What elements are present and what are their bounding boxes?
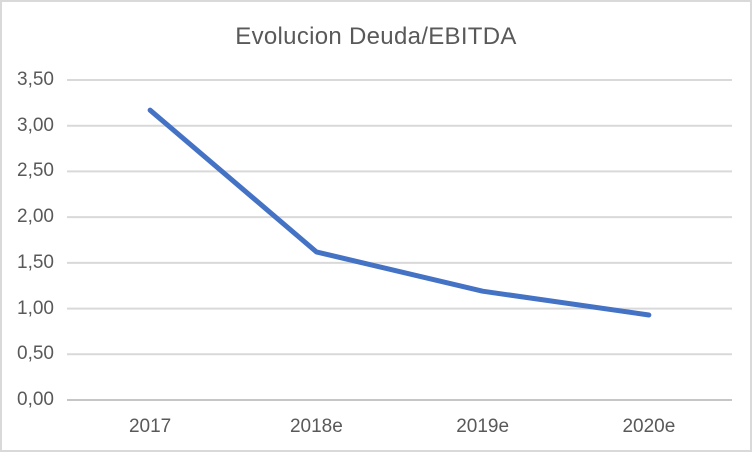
- chart-title: Evolucion Deuda/EBITDA: [235, 23, 517, 50]
- data-line-series: [147, 107, 652, 318]
